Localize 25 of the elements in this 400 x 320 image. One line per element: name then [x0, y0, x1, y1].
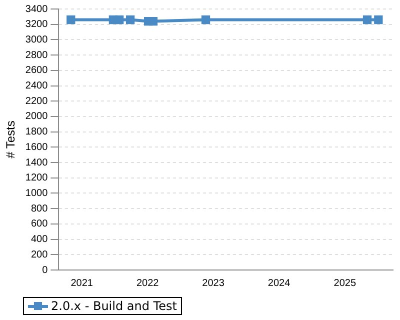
- y-tick-label: 1000: [25, 188, 48, 199]
- y-tick-label: 3000: [25, 34, 48, 46]
- x-tick-label: 2021: [70, 278, 94, 289]
- y-tick-label: 200: [30, 249, 48, 260]
- x-tick-label: 2022: [136, 278, 160, 289]
- y-tick-label: 3400: [25, 4, 48, 15]
- x-tick-label: 2023: [202, 278, 225, 289]
- y-tick-label: 2000: [25, 111, 48, 122]
- y-tick-label: 2800: [25, 50, 48, 61]
- y-tick-label: 600: [30, 218, 48, 230]
- y-tick-label: 3200: [25, 19, 48, 30]
- y-tick-label: 1600: [25, 142, 48, 153]
- x-tick-label: 2025: [334, 278, 356, 289]
- y-tick-label: 800: [30, 203, 48, 214]
- y-tick-label: 2400: [25, 80, 48, 92]
- y-tick-label: 1200: [25, 172, 48, 184]
- legend-label: 2.0.x - Build and Test: [51, 299, 177, 313]
- y-tick-label: 2200: [25, 96, 48, 107]
- x-tick-label: 2024: [268, 278, 291, 289]
- y-tick-label: 400: [30, 234, 48, 246]
- y-tick-label: 0: [42, 264, 48, 276]
- y-tick-label: 1800: [25, 126, 48, 138]
- y-axis-title: # Tests: [4, 120, 18, 158]
- y-tick-label: 1400: [25, 157, 48, 168]
- y-tick-label: 2600: [25, 65, 48, 76]
